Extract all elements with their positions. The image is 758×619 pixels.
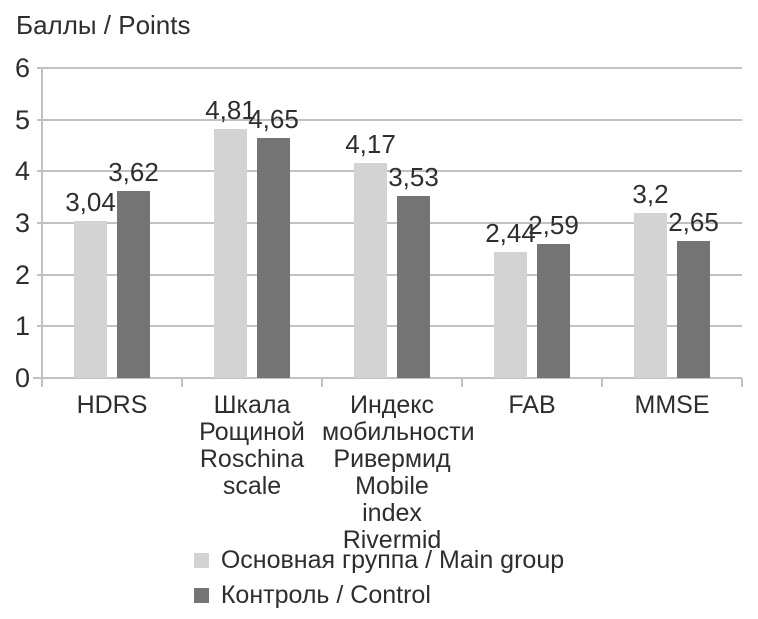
- x-axis-tick: [41, 378, 43, 387]
- x-axis-tick: [181, 378, 183, 387]
- legend-swatch-main-group: [193, 552, 209, 568]
- bar-control: [677, 241, 710, 378]
- y-tick-label: 5: [14, 104, 30, 135]
- bar-control: [397, 195, 430, 378]
- legend-item: Основная группа / Main group: [193, 546, 565, 574]
- bar-value-label: 3,53: [388, 161, 439, 192]
- bar-control: [257, 137, 290, 378]
- y-tick-label: 1: [14, 311, 30, 342]
- bar-control: [537, 244, 570, 378]
- category-label: Индекс мобильности Ривермид Mobile index Riv…: [322, 391, 475, 554]
- category-label: MMSE: [634, 391, 710, 419]
- x-axis-line: [33, 377, 742, 379]
- bar-main-group: [214, 129, 247, 378]
- gridline: [37, 222, 742, 224]
- gridline: [37, 170, 742, 173]
- bar-value-label: 4,17: [345, 128, 396, 159]
- bar-main-group: [74, 220, 107, 378]
- bar-group: 3,2 2,65: [602, 68, 742, 378]
- bar-value-label: 4,65: [248, 103, 299, 134]
- y-tick-label: 6: [14, 53, 30, 83]
- y-axis-labels: 0 1 2 3 4 5 6: [0, 53, 34, 393]
- category-label: HDRS: [76, 391, 148, 419]
- gridline: [37, 118, 742, 121]
- y-tick-label: 3: [14, 208, 30, 238]
- category-label: Шкала Рощиной Roschina scale: [199, 391, 305, 500]
- legend-label: Основная группа / Main group: [220, 546, 565, 574]
- x-axis-tick: [601, 378, 603, 387]
- bar-value-label: 4,81: [205, 95, 256, 126]
- bar-value-label: 2,44: [485, 217, 536, 248]
- bar-value-label: 3,04: [65, 186, 116, 217]
- bar-group: 3,04 3,62: [42, 68, 182, 378]
- legend-items: Основная группа / Main group Контроль / C…: [193, 546, 565, 609]
- x-axis-tick: [461, 378, 463, 387]
- bar-control: [117, 190, 150, 378]
- bar-group: 4,81 4,65: [182, 68, 322, 378]
- y-tick-label: 2: [14, 259, 30, 290]
- x-axis-tick: [741, 378, 743, 387]
- x-axis-labels: HDRS Шкала Рощиной Roschina scale Индекс мобил…: [42, 392, 742, 554]
- category-label: FAB: [508, 391, 556, 419]
- bar-value-label: 2,65: [668, 207, 719, 238]
- plot-area: 3,04 3,62 4,81 4,65 4,17 3,53 2,44 2,59 3,2 2,65: [33, 67, 743, 387]
- legend-item: Контроль / Control: [193, 581, 431, 609]
- bar-value-label: 3,62: [108, 156, 159, 187]
- gridline: [37, 67, 742, 69]
- legend: Основная группа / Main group Контроль / C…: [0, 546, 758, 609]
- y-tick-label: 4: [14, 156, 30, 187]
- y-tick-label: 0: [14, 363, 30, 393]
- bar-main-group: [494, 251, 527, 378]
- bar-group: 2,44 2,59: [462, 68, 602, 378]
- bar-group: 4,17 3,53: [322, 68, 462, 378]
- y-axis-line: [41, 68, 43, 385]
- legend-label: Контроль / Control: [220, 581, 431, 609]
- legend-swatch-control: [193, 587, 209, 603]
- x-axis-tick: [321, 378, 323, 387]
- y-axis-title: Баллы / Points: [16, 10, 191, 40]
- bar-main-group: [634, 212, 667, 378]
- bar-value-label: 2,59: [528, 210, 579, 241]
- bar-value-label: 3,2: [632, 178, 669, 209]
- gridline: [37, 325, 742, 328]
- bar-main-group: [354, 162, 387, 378]
- gridline: [37, 273, 742, 276]
